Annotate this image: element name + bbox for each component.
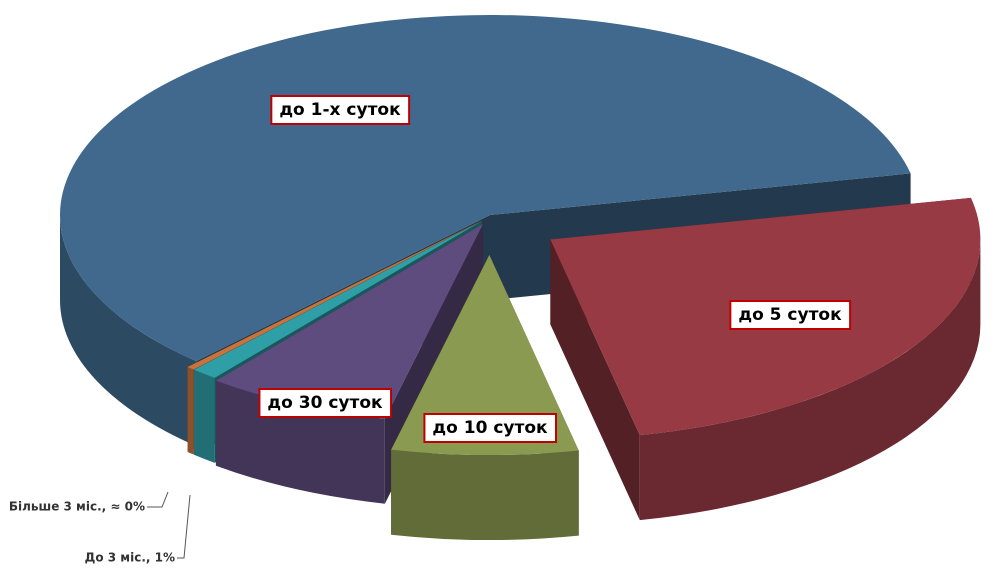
label-box bbox=[270, 95, 411, 125]
slice-wall bbox=[391, 449, 579, 540]
slice bbox=[187, 220, 482, 370]
slice-label: до 30 суток bbox=[267, 393, 383, 413]
slice-label: Більше 3 міс., ≈ 0% bbox=[9, 500, 145, 514]
slice-side bbox=[550, 239, 640, 521]
slice bbox=[391, 254, 579, 455]
slice-label: до 10 суток bbox=[432, 418, 548, 438]
label-box bbox=[258, 388, 393, 418]
slice-label: до 1-х суток bbox=[279, 100, 401, 120]
slice-wall bbox=[187, 366, 194, 455]
label-box bbox=[423, 413, 558, 443]
slice-label: до 5 суток bbox=[738, 305, 842, 325]
slice-wall bbox=[215, 380, 385, 504]
leader-line bbox=[177, 494, 191, 559]
slice-wall bbox=[639, 239, 981, 521]
slice-wall bbox=[194, 369, 215, 463]
leader-line bbox=[147, 491, 169, 508]
slice bbox=[215, 224, 484, 419]
slice-wall bbox=[59, 215, 197, 447]
slice-label: До 3 міс., 1% bbox=[85, 551, 175, 565]
label-box bbox=[729, 300, 852, 330]
slice bbox=[194, 221, 482, 378]
